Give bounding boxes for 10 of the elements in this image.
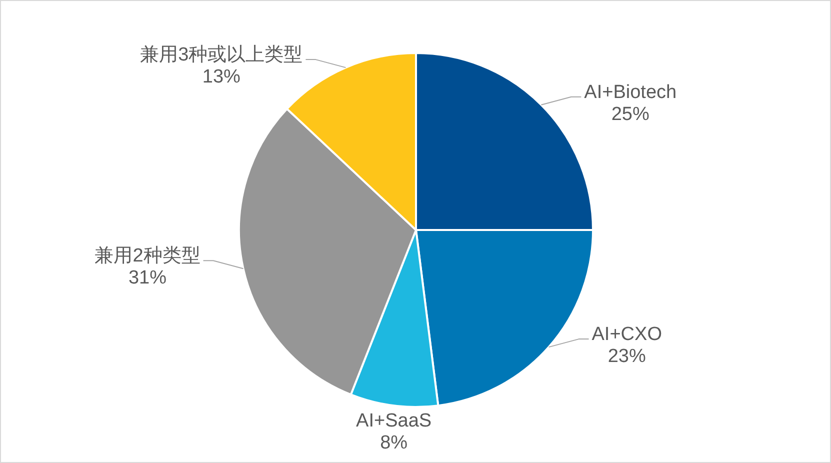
data-label: 8% [380, 432, 408, 454]
data-label: 23% [608, 346, 646, 368]
slice-label: 兼用2种类型 [94, 246, 200, 267]
slice-label: AI+SaaS [356, 410, 432, 432]
slice-label: 兼用3种或以上类型 [140, 44, 303, 66]
data-label: 25% [611, 104, 650, 125]
data-label: 13% [202, 66, 241, 88]
data-label: 31% [128, 268, 167, 289]
slice-label: AI+CXO [592, 324, 662, 346]
slice-label: AI+Biotech [584, 82, 677, 103]
